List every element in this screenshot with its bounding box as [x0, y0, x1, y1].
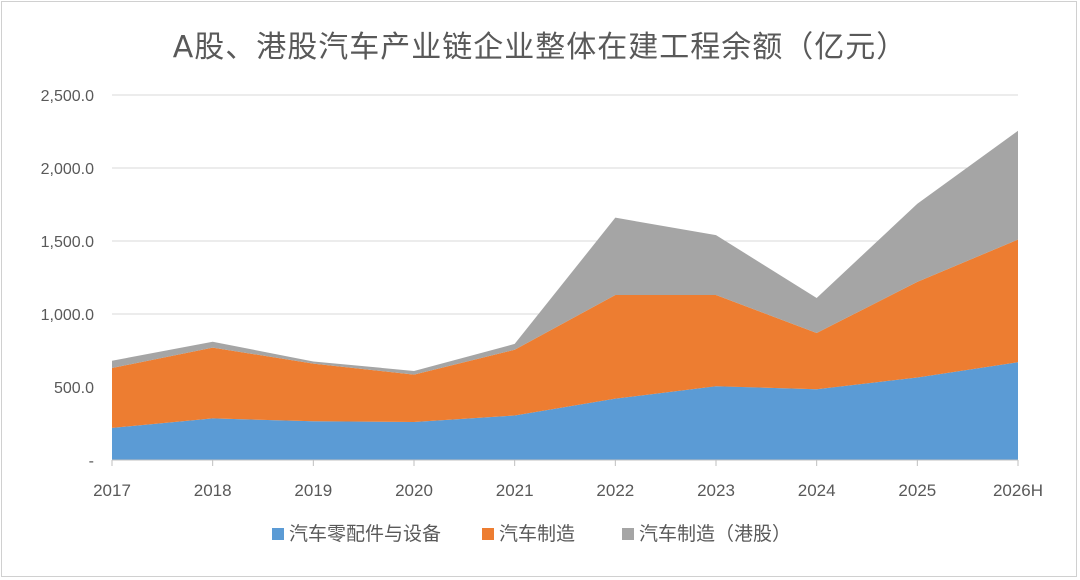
legend-item-3: 汽车制造（港股）	[622, 523, 791, 545]
area-series-2	[112, 239, 1018, 428]
y-tick-label: 1,500.0	[41, 234, 94, 251]
y-tick-label: 1,000.0	[41, 307, 94, 324]
y-tick-label: 500.0	[54, 380, 94, 397]
legend-item-1: 汽车零配件与设备	[272, 523, 441, 545]
x-tick-label: 2025	[898, 481, 936, 500]
x-tick-label: 2026H	[993, 481, 1043, 500]
legend-label: 汽车制造（港股）	[639, 523, 791, 545]
y-tick-label: 2,000.0	[41, 161, 94, 178]
area-series-layer	[112, 130, 1018, 460]
x-tick-label: 2017	[93, 481, 131, 500]
axis-layer: - 500.0 1,000.0 1,500.0 2,000.0 2,500.0 2017 20…	[41, 88, 1043, 500]
y-tick-label: -	[89, 453, 94, 470]
legend-swatch	[272, 528, 284, 540]
legend-swatch	[482, 528, 494, 540]
chart-title: A股、港股汽车产业链企业整体在建工程余额（亿元）	[172, 30, 908, 65]
area-series-3	[112, 130, 1018, 375]
y-tick-label: 2,500.0	[41, 88, 94, 105]
area-series-1	[112, 362, 1018, 460]
x-tick-label: 2020	[395, 481, 433, 500]
x-tick-label: 2021	[496, 481, 534, 500]
x-tick-label: 2019	[294, 481, 332, 500]
legend-label: 汽车零配件与设备	[289, 523, 441, 545]
x-tick-label: 2024	[798, 481, 836, 500]
x-tick-label: 2018	[194, 481, 232, 500]
legend-item-2: 汽车制造	[482, 523, 575, 545]
legend: 汽车零配件与设备 汽车制造 汽车制造（港股）	[272, 523, 791, 545]
legend-swatch	[622, 528, 634, 540]
x-tick-label: 2022	[596, 481, 634, 500]
x-tick-label: 2023	[697, 481, 735, 500]
legend-label: 汽车制造	[499, 523, 575, 545]
